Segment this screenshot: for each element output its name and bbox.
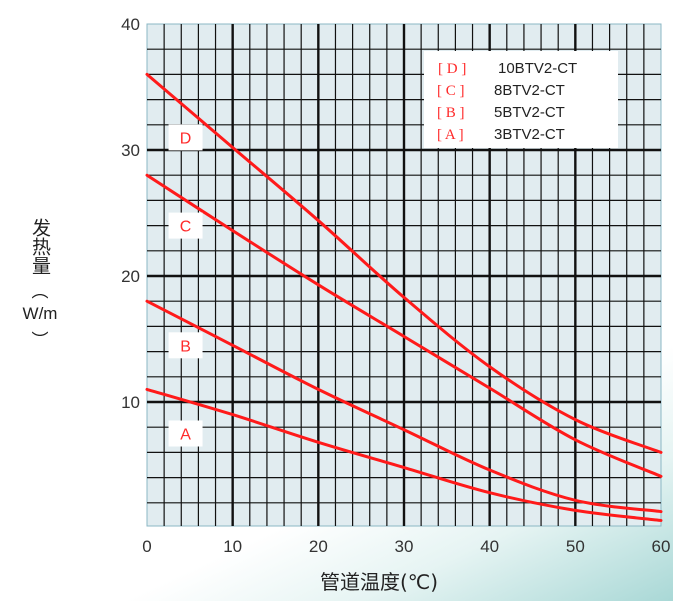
y-axis-label: 发热量 ︵ W/m ︶ [18, 218, 62, 351]
curve-labels: D C B A [168, 124, 203, 447]
x-tick-label: 0 [142, 537, 151, 556]
legend-label: 5BTV2-CT [494, 104, 565, 121]
curve-C [145, 173, 663, 478]
x-tick-label: 20 [309, 537, 328, 556]
x-axis-label: 管道温度(℃) [320, 570, 439, 594]
curve-label-box [168, 420, 203, 447]
y-tick-label: 20 [121, 267, 140, 286]
legend: [ D ] 10BTV2-CT [ C ] 8BTV2-CT [ B ] 5BTV2-CT… [424, 51, 618, 148]
x-tick-label: 10 [223, 537, 242, 556]
legend-key: [ B ] [437, 105, 465, 121]
curve-label-box [168, 124, 203, 151]
curve-label-C: C [180, 219, 192, 236]
x-axis-ticks: 0 10 20 30 40 50 60 [142, 537, 670, 556]
y-axis-label-unit: W/m [22, 304, 58, 323]
curve-label-D: D [180, 130, 192, 147]
x-tick-label: 30 [395, 537, 414, 556]
grid-lines [147, 24, 661, 526]
legend-key: [ A ] [437, 127, 464, 143]
legend-label: 3BTV2-CT [494, 126, 565, 143]
y-axis-label-paren-open: ︵ [31, 282, 49, 301]
x-tick-label: 50 [566, 537, 585, 556]
x-tick-label: 60 [652, 537, 671, 556]
curve-A [145, 387, 663, 522]
curve-label-A: A [180, 427, 191, 444]
legend-label: 10BTV2-CT [498, 60, 577, 77]
y-tick-label: 40 [121, 15, 140, 34]
curve-label-box [168, 332, 203, 359]
y-tick-label: 10 [121, 393, 140, 412]
legend-box [424, 51, 618, 148]
legend-key: [ D ] [438, 61, 466, 77]
y-axis-label-text: 发热量 [29, 218, 51, 275]
curve-label-box [168, 212, 203, 239]
legend-label: 8BTV2-CT [494, 82, 565, 99]
x-tick-label: 40 [480, 537, 499, 556]
curve-B [145, 299, 663, 514]
y-axis-label-paren-close: ︶ [31, 331, 49, 350]
curve-label-B: B [180, 338, 191, 355]
curve-D [145, 72, 663, 454]
legend-key: [ C ] [437, 83, 465, 99]
curves [145, 72, 663, 522]
y-axis-ticks: 10 20 30 40 [121, 15, 140, 412]
y-tick-label: 30 [121, 141, 140, 160]
